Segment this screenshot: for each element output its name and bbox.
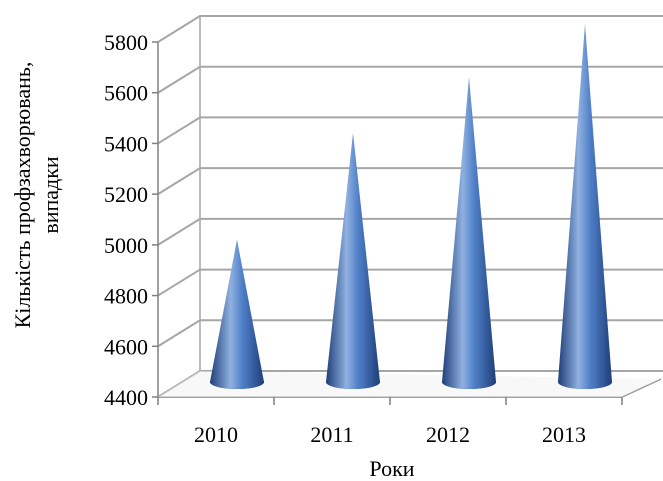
x-tick-label: 2010: [194, 422, 238, 447]
y-axis-title-line2: випадки: [38, 156, 63, 234]
cone-bar: [558, 23, 612, 390]
labels-layer: 4400 4600 4800 5000 5200 5400 5600 5800 2010 2011…: [104, 30, 586, 447]
cone-bar: [210, 239, 264, 389]
y-tick-label: 4600: [104, 334, 148, 359]
y-tick-label: 5800: [104, 30, 148, 55]
floor-plane: [158, 371, 661, 397]
x-axis-title: Роки: [369, 456, 414, 481]
y-tick-label: 5400: [104, 131, 148, 156]
y-tick-label: 4800: [104, 284, 148, 309]
y-axis-title-line1: Кількість профзахворювань,: [10, 62, 35, 329]
y-tick-label: 5600: [104, 81, 148, 106]
gridline: [157, 15, 663, 43]
cone-bar: [442, 77, 496, 389]
cone-body: [558, 23, 612, 390]
cone-bar: [326, 132, 380, 389]
cones-layer: [210, 23, 612, 390]
x-tick-label: 2011: [310, 422, 353, 447]
x-tick-label: 2012: [426, 422, 470, 447]
x-tick-label: 2013: [542, 422, 586, 447]
cone-body: [326, 132, 380, 389]
cone-body: [210, 239, 264, 389]
y-tick-label: 5000: [104, 233, 148, 258]
y-tick-label: 5200: [104, 182, 148, 207]
axis-layer: [152, 16, 662, 405]
y-tick-label: 4400: [104, 385, 148, 410]
cone-body: [442, 77, 496, 389]
